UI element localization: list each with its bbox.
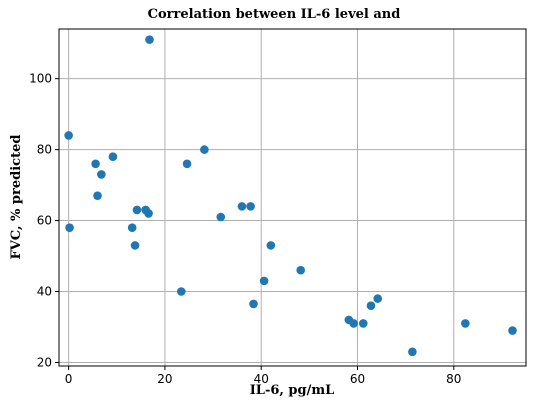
y-tick-label: 60 (37, 214, 52, 228)
data-point (182, 159, 192, 169)
y-tick-label: 100 (29, 72, 52, 86)
data-point (127, 223, 137, 232)
data-point (237, 202, 247, 211)
y-tick-label: 80 (37, 143, 52, 157)
x-tick-label: 80 (446, 372, 461, 386)
x-tick-label: 60 (350, 372, 365, 386)
data-point (145, 35, 154, 44)
data-point (259, 276, 269, 286)
data-point (91, 159, 100, 169)
data-point (461, 319, 470, 328)
data-point (97, 170, 106, 179)
data-points (64, 35, 517, 357)
x-tick-label: 20 (157, 372, 172, 386)
x-axis-label: IL-6, pg/mL (250, 383, 335, 398)
data-point (296, 265, 305, 275)
plot-area-frame (58, 28, 527, 367)
data-point (366, 301, 376, 310)
data-point (93, 191, 102, 201)
data-point (176, 287, 186, 296)
data-point (249, 299, 258, 309)
data-point (216, 212, 226, 222)
data-point (358, 319, 368, 328)
data-point (349, 319, 358, 328)
chart-title: Correlation between IL-6 level and (148, 7, 401, 22)
data-point (246, 202, 255, 211)
data-point (508, 326, 517, 335)
y-tick-label: 40 (37, 285, 52, 299)
x-tick-label: 0 (65, 372, 73, 386)
data-point (65, 223, 74, 232)
data-point (373, 294, 383, 303)
data-point (108, 152, 118, 162)
data-point (200, 145, 209, 154)
axis-ticks: 0 20 40 60 80 20 40 60 80 100 (29, 72, 461, 386)
data-point (144, 209, 153, 218)
data-point (408, 347, 417, 357)
x-tick-label: 40 (254, 372, 269, 386)
grid-lines (59, 29, 526, 366)
y-tick-label: 20 (37, 355, 52, 369)
data-point (64, 131, 73, 140)
data-point (132, 205, 142, 215)
data-point (130, 241, 140, 250)
y-axis-label: FVC, % predicted (9, 135, 24, 260)
data-point (266, 241, 276, 250)
